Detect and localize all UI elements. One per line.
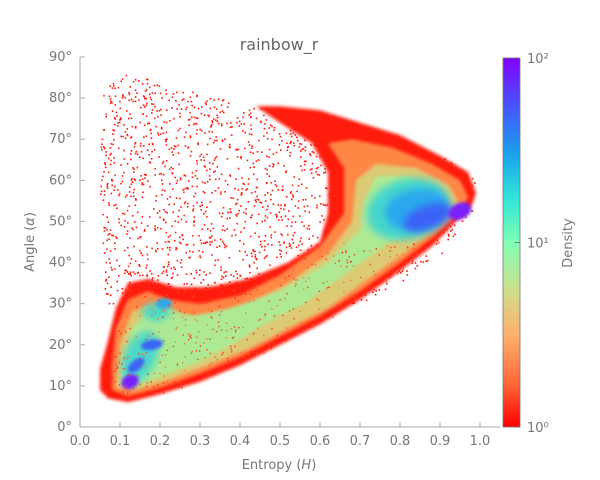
y-axis-label: Angle (α): [23, 212, 38, 272]
y-tick-label: 70°: [49, 132, 72, 147]
y-tick-label: 20°: [49, 338, 72, 353]
y-tick-label: 0°: [57, 420, 72, 435]
density-core-blue: [403, 202, 453, 232]
y-tick-label: 10°: [49, 379, 72, 394]
axes: [79, 57, 500, 428]
density-peak-violet-right: [448, 202, 472, 221]
band-edge-speckle: [101, 242, 418, 397]
density-level-green: [120, 176, 452, 386]
x-tick-label: 0.5: [270, 434, 291, 449]
x-tick-label: 0.8: [390, 434, 411, 449]
y-tick-label: 50°: [49, 214, 72, 229]
colorbar-tick-label: 10⁰: [527, 421, 549, 436]
density-core-left-lower: [127, 357, 145, 373]
x-axis-label: Entropy (H): [242, 458, 317, 473]
colorbar-tick-label: 10¹: [527, 237, 549, 252]
colorbar-label: Density: [561, 218, 576, 268]
colorbar-ticks: 10⁰ 10¹ 10²: [515, 52, 549, 436]
x-tick-label: 0.9: [430, 434, 451, 449]
chart-title: rainbow_r: [240, 35, 319, 55]
x-tick-label: 0.2: [150, 434, 171, 449]
y-tick-label: 80°: [49, 91, 72, 106]
colorbar-tick-label: 10²: [527, 52, 549, 67]
x-tick-label: 0.4: [230, 434, 251, 449]
x-ticks: 0.0 0.1 0.2 0.3 0.4 0.5 0.6 0.7 0.8 0.9 1.0: [70, 422, 491, 449]
x-tick-label: 0.0: [70, 434, 91, 449]
y-tick-label: 90°: [49, 50, 72, 65]
x-tick-label: 0.1: [110, 434, 131, 449]
y-ticks: 0° 10° 20° 30° 40° 50° 60° 70° 80° 90°: [49, 50, 85, 435]
x-tick-label: 0.7: [350, 434, 371, 449]
x-tick-label: 0.3: [190, 434, 211, 449]
y-tick-label: 30°: [49, 297, 72, 312]
y-tick-label: 40°: [49, 256, 72, 271]
density-heatmap: [100, 74, 476, 403]
x-tick-label: 1.0: [470, 434, 491, 449]
density-core-left-blue: [141, 339, 163, 351]
x-tick-label: 0.6: [310, 434, 331, 449]
colorbar: 10⁰ 10¹ 10² Density: [502, 52, 576, 436]
y-tick-label: 60°: [49, 173, 72, 188]
